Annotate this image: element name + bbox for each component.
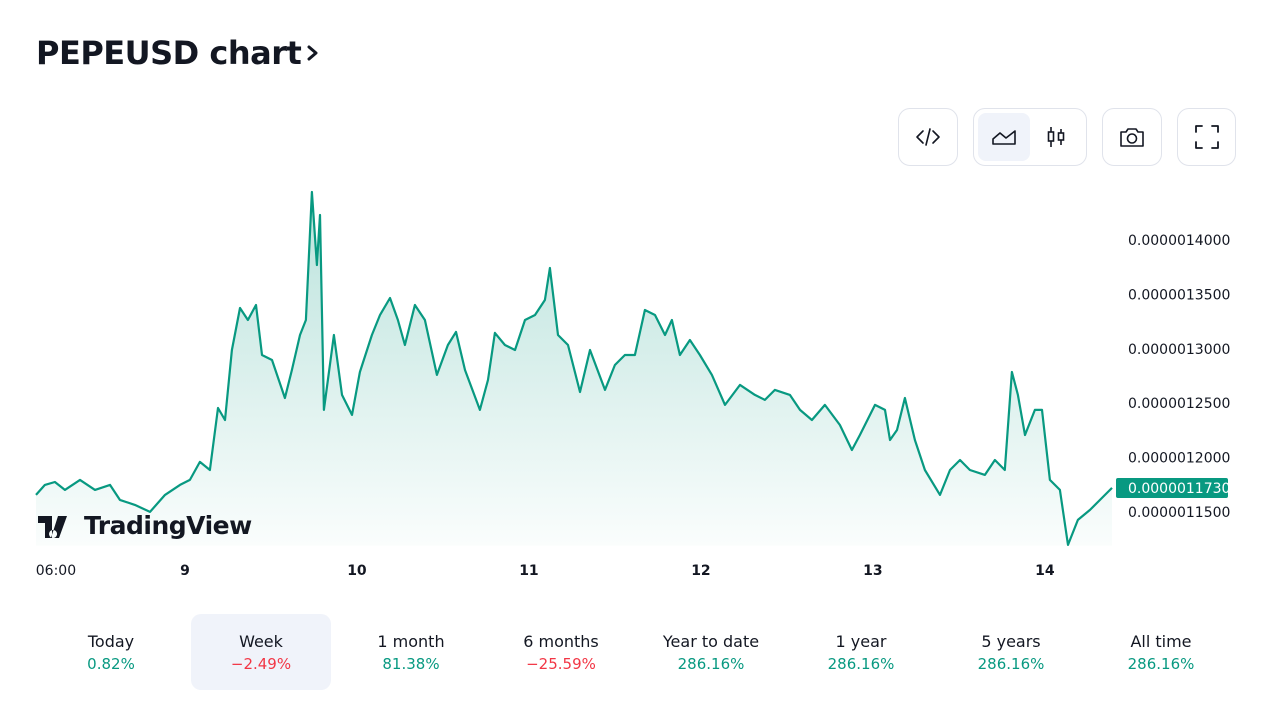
logo-mark [38,516,67,538]
period-label: Week [239,631,283,651]
camera-icon [1120,128,1144,147]
fullscreen-icon [1194,125,1219,149]
y-tick-label: 0.0000011500 [1128,505,1230,521]
watermark-logo [38,516,67,538]
period-label: 5 years [981,631,1041,651]
period-tab[interactable]: Week −2.49% [191,614,331,690]
period-change: 81.38% [382,654,440,673]
period-change: −2.49% [230,654,292,673]
period-tab[interactable]: Today 0.82% [41,614,181,690]
chart: 0.0000014000 0.0000013500 0.0000013000 0.00… [35,190,1230,579]
period-change: −25.59% [526,654,596,673]
watermark-text: TradingView [84,511,252,540]
area-icon [992,130,1016,145]
x-tick-label: 06:00 [36,563,76,579]
x-tick-label: 10 [347,563,367,579]
snapshot-button[interactable] [1102,108,1162,166]
period-change: 0.82% [87,654,135,673]
period-tab[interactable]: 1 month 81.38% [341,614,481,690]
fullscreen-button[interactable] [1177,108,1236,166]
last-price-label: 0.0000011730 [1128,481,1230,497]
x-tick-label: 12 [691,563,710,579]
period-label: 6 months [523,631,599,651]
period-tab[interactable]: Year to date 286.16% [641,614,781,690]
period-label: Year to date [662,631,760,651]
period-change: 286.16% [827,654,895,673]
last-price-tag [1116,477,1228,498]
page-title[interactable]: PEPEUSD chart [36,34,321,72]
period-label: All time [1130,631,1192,651]
period-tab[interactable]: All time 286.16% [1091,614,1231,690]
embed-icon [916,128,940,146]
price-line [35,190,1113,546]
period-tab[interactable]: 1 year 286.16% [791,614,931,690]
candle-icon [1047,127,1065,147]
area-style-button[interactable] [978,113,1030,161]
x-tick-label: 14 [1035,563,1055,579]
chevron-icon [307,45,318,61]
period-label: 1 year [835,631,887,651]
period-tab[interactable]: 5 years 286.16% [941,614,1081,690]
period-change: 286.16% [1127,654,1195,673]
y-tick-label: 0.0000012000 [1128,451,1230,467]
y-tick-label: 0.0000014000 [1128,233,1230,249]
x-tick-label: 13 [863,563,882,579]
embed-button[interactable] [898,108,958,166]
y-tick-label: 0.0000013000 [1128,342,1230,358]
period-tab[interactable]: 6 months −25.59% [491,614,631,690]
title-text: PEPEUSD chart [36,34,302,72]
period-label: Today [87,631,135,651]
candle-style-button[interactable] [1030,113,1082,161]
period-label: 1 month [377,631,445,651]
y-tick-label: 0.0000012500 [1128,396,1230,412]
y-tick-label: 0.0000013500 [1128,287,1230,303]
x-tick-label: 11 [519,563,538,579]
chart-style-group [973,108,1087,166]
period-change: 286.16% [677,654,745,673]
period-change: 286.16% [977,654,1045,673]
x-tick-label: 9 [180,563,190,579]
